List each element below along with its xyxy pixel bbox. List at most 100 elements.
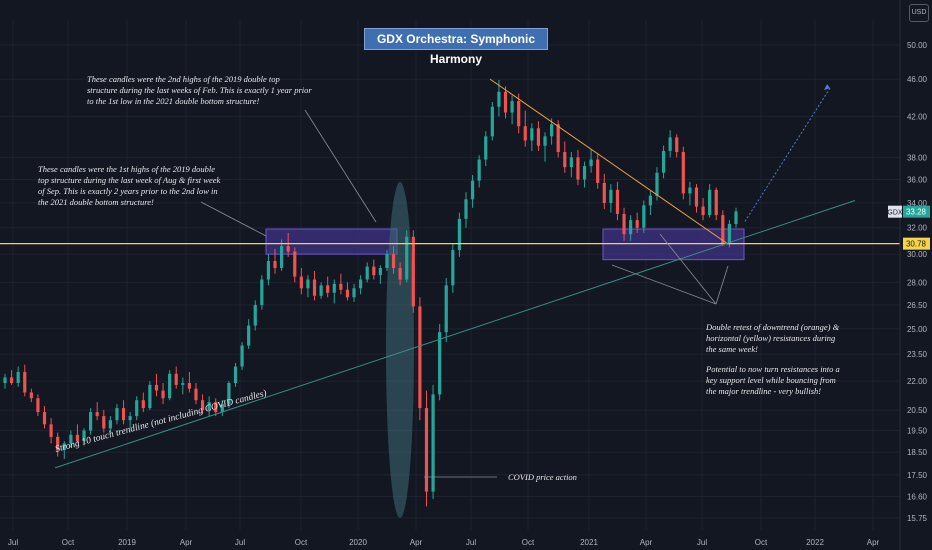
candle-body xyxy=(457,218,462,251)
candle-body xyxy=(602,182,606,203)
candle-body xyxy=(121,408,126,421)
candle-body xyxy=(154,384,159,391)
x-tick-label: Jul xyxy=(697,538,707,547)
candle-body xyxy=(326,285,330,293)
currency-label: USD xyxy=(909,4,929,22)
candle-body xyxy=(569,157,573,168)
candle-body xyxy=(378,268,382,276)
candle-body xyxy=(411,236,415,307)
candle-body xyxy=(681,152,685,194)
candle-body xyxy=(3,377,7,384)
candle-body xyxy=(299,276,303,289)
candles xyxy=(3,80,738,507)
x-tick-label: Apr xyxy=(640,538,653,547)
y-tick-label: 22.00 xyxy=(907,377,928,386)
x-tick-label: Oct xyxy=(755,538,768,547)
candle-body xyxy=(240,345,244,367)
candle-body xyxy=(391,254,396,269)
y-tick-label: 18.50 xyxy=(907,448,928,457)
candle-body xyxy=(589,159,593,167)
candle-body xyxy=(359,279,363,289)
candle-body xyxy=(582,166,587,180)
ticker-label: GDX xyxy=(887,210,903,217)
candle-body xyxy=(161,390,165,399)
candle-body xyxy=(477,159,481,181)
candle-body xyxy=(701,206,705,216)
x-tick-label: 2021 xyxy=(580,538,598,547)
ticker-tag xyxy=(888,205,902,218)
candle-body xyxy=(438,332,442,395)
x-axis: Jul Oct 2019 Apr Jul Oct 2020 Apr Jul Oct 2021 Apr J… xyxy=(8,538,880,547)
candle-body xyxy=(615,189,620,214)
y-tick-label: 36.00 xyxy=(907,176,928,185)
y-tick-label: 42.00 xyxy=(907,112,928,121)
note-1st-highs: These candles were the 1st highs of the … xyxy=(38,164,221,207)
candle-body xyxy=(563,152,567,168)
x-tick-label: 2019 xyxy=(118,538,136,547)
candle-body xyxy=(655,172,659,196)
candle-body xyxy=(688,187,692,194)
candle-body xyxy=(108,420,112,429)
candle-body xyxy=(286,246,290,252)
candle-body xyxy=(345,289,350,298)
x-tick-label: Oct xyxy=(62,538,75,547)
candle-body xyxy=(69,434,73,444)
candle-body xyxy=(536,128,541,146)
candle-body xyxy=(29,392,33,399)
projection-arrowhead xyxy=(824,84,830,91)
candle-body xyxy=(168,373,172,399)
candle-body xyxy=(464,199,468,219)
candle-body xyxy=(135,400,139,417)
candle-body xyxy=(727,223,732,244)
candle-body xyxy=(49,424,53,437)
candle-body xyxy=(279,246,284,269)
y-tick-label: 50.00 xyxy=(907,41,928,50)
candle-body xyxy=(293,251,297,277)
x-tick-label: Jul xyxy=(8,538,18,547)
y-tick-label: 19.50 xyxy=(907,427,928,436)
candle-body xyxy=(642,205,646,228)
arrow-2nd-highs xyxy=(304,109,377,223)
y-tick-label: 17.50 xyxy=(907,471,928,480)
last-price-label: 33.28 xyxy=(906,208,927,217)
y-tick-label: 15.75 xyxy=(907,514,928,523)
candle-body xyxy=(75,434,80,442)
candle-body xyxy=(273,261,277,269)
y-tick-label: 26.50 xyxy=(907,301,928,310)
candle-body xyxy=(187,383,191,389)
candle-body xyxy=(214,402,218,413)
candle-body xyxy=(200,400,205,411)
candle-body xyxy=(385,254,389,269)
candle-body xyxy=(102,416,106,429)
candle-body xyxy=(247,325,251,346)
candle-body xyxy=(227,383,231,405)
candle-body xyxy=(141,400,145,409)
note-2nd-highs: These candles were the 2nd highs of the … xyxy=(87,74,312,106)
x-tick-label: Apr xyxy=(410,538,423,547)
arrow-retest-3 xyxy=(611,264,717,305)
candle-body xyxy=(194,388,198,401)
candle-body xyxy=(550,124,554,137)
covid-ellipse xyxy=(386,182,414,518)
candle-body xyxy=(609,189,613,203)
candle-body xyxy=(181,383,185,385)
y-tick-label: 32.00 xyxy=(907,224,928,233)
candle-body xyxy=(82,430,86,442)
candle-body xyxy=(444,285,448,333)
y-tick-label: 28.00 xyxy=(907,278,928,287)
candle-body xyxy=(675,137,679,153)
candle-body xyxy=(622,213,626,235)
x-tick-label: Apr xyxy=(180,538,193,547)
arrow-retest-1 xyxy=(659,233,717,305)
candle-body xyxy=(62,443,66,450)
x-tick-label: Jul xyxy=(466,538,476,547)
projection-arrow xyxy=(744,87,831,222)
resistance-box-2019 xyxy=(265,228,398,255)
candle-body xyxy=(339,283,343,290)
arrow-1st-highs xyxy=(200,201,267,237)
y-tick-label: 16.60 xyxy=(907,492,928,501)
candle-body xyxy=(95,412,99,417)
y-tick-label: 34.00 xyxy=(907,199,928,208)
candle-body xyxy=(668,137,672,151)
downtrend-line xyxy=(489,78,728,244)
